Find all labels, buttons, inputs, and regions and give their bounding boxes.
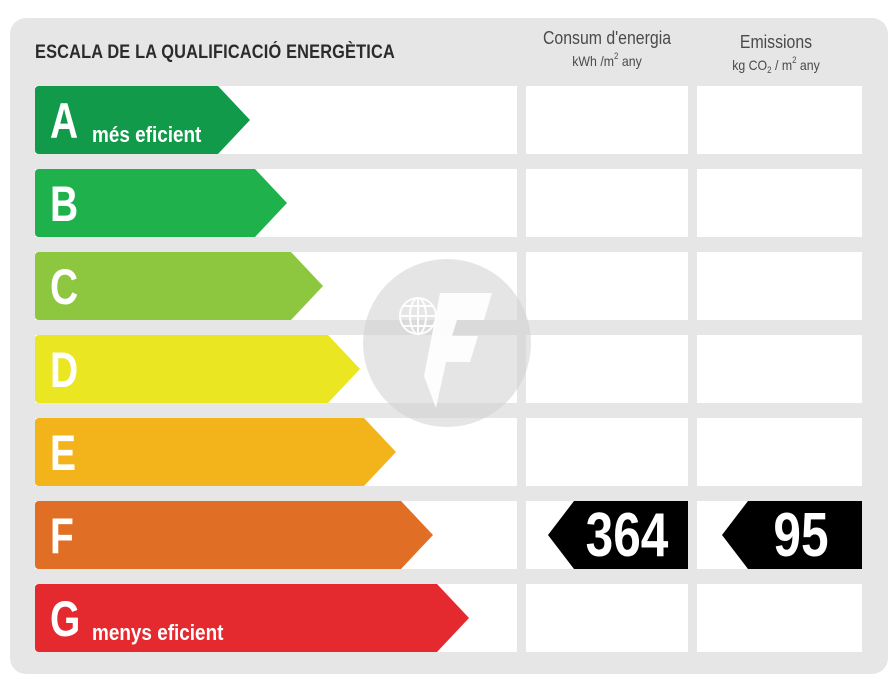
energy-cell-b bbox=[526, 169, 688, 237]
rating-letter-b: B bbox=[50, 176, 79, 232]
rating-bar-d bbox=[35, 335, 360, 403]
energy-column-unit: kWh /m2 any bbox=[572, 51, 642, 69]
rating-arrow-a bbox=[35, 86, 250, 154]
logo-watermark-icon bbox=[363, 259, 531, 427]
rating-bar-a bbox=[35, 86, 250, 154]
emissions-cell-a bbox=[697, 86, 862, 154]
emissions-column-header: Emissions kg CO2 / m2 any bbox=[695, 32, 857, 75]
energy-cell-e bbox=[526, 418, 688, 486]
rating-arrow-b bbox=[35, 169, 287, 237]
rating-arrow-shape-e bbox=[35, 418, 396, 486]
rating-letter-e: E bbox=[50, 425, 77, 481]
rating-letter-c: C bbox=[50, 259, 79, 315]
rating-arrow-shape-f bbox=[35, 501, 433, 569]
rating-letter-g: G bbox=[50, 591, 81, 647]
rating-arrow-shape-b bbox=[35, 169, 287, 237]
energy-cell-g bbox=[526, 584, 688, 652]
emissions-badge: 95 bbox=[722, 501, 862, 569]
rating-arrow-g bbox=[35, 584, 469, 652]
rating-bar-g bbox=[35, 584, 469, 652]
rating-arrow-c bbox=[35, 252, 323, 320]
rating-arrow-shape-d bbox=[35, 335, 360, 403]
emissions-value: 95 bbox=[773, 501, 829, 570]
emissions-column-label: Emissions bbox=[739, 32, 813, 52]
rating-arrow-e bbox=[35, 418, 396, 486]
energy-value: 364 bbox=[585, 501, 669, 570]
rating-arrow-shape-c bbox=[35, 252, 323, 320]
energy-cell-c bbox=[526, 252, 688, 320]
rating-bar-e bbox=[35, 418, 396, 486]
emissions-cell-d bbox=[697, 335, 862, 403]
emissions-cell-e bbox=[697, 418, 862, 486]
rating-letter-f: F bbox=[50, 508, 74, 564]
rating-bar-f bbox=[35, 501, 433, 569]
rating-tag-a: més eficient bbox=[92, 122, 202, 147]
emissions-cell-b bbox=[697, 169, 862, 237]
rating-bar-b bbox=[35, 169, 287, 237]
energy-column-label: Consum d'energia bbox=[542, 28, 672, 48]
emissions-cell-c bbox=[697, 252, 862, 320]
page-title: ESCALA DE LA QUALIFICACIÓ ENERGÈTICA bbox=[35, 42, 395, 63]
energy-column-header: Consum d'energia kWh /m2 any bbox=[526, 28, 688, 69]
energy-cell-a bbox=[526, 86, 688, 154]
emissions-cell-g bbox=[697, 584, 862, 652]
energy-badge-shape bbox=[548, 501, 688, 569]
rating-bar-c bbox=[35, 252, 323, 320]
emissions-column-unit: kg CO2 / m2 any bbox=[732, 55, 820, 75]
rating-letter-a: A bbox=[50, 93, 79, 149]
emissions-badge-shape bbox=[722, 501, 862, 569]
rating-arrow-shape-g bbox=[35, 584, 469, 652]
rating-arrow-shape-a bbox=[35, 86, 250, 154]
energy-badge: 364 bbox=[548, 501, 688, 569]
rating-letter-d: D bbox=[50, 342, 79, 398]
rating-tag-g: menys eficient bbox=[92, 620, 224, 645]
rating-arrow-f bbox=[35, 501, 433, 569]
rating-arrow-d bbox=[35, 335, 360, 403]
energy-cell-d bbox=[526, 335, 688, 403]
